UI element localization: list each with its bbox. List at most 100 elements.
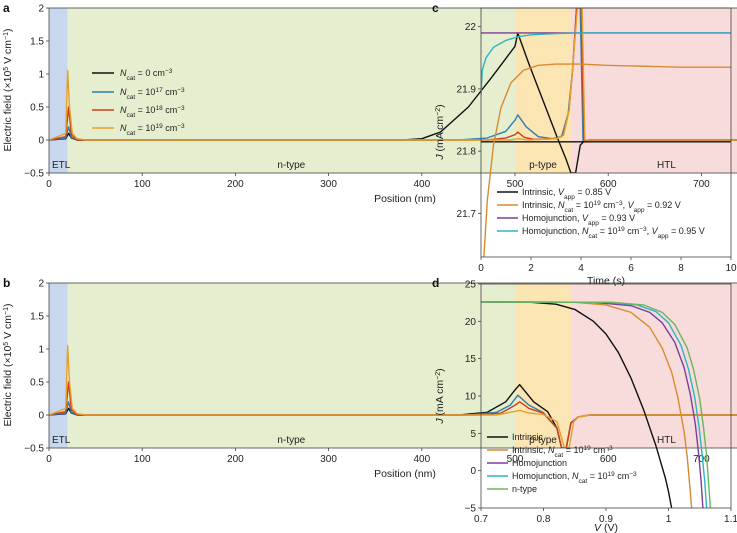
panel-d: d 0.7 0.8 0.9 1 1.1 −5 0 5 10 15 20 25 V (V) J (mA… (432, 276, 737, 533)
region-label-a-4: HTL (657, 160, 676, 171)
x-tick-label-c-4: 6 (628, 263, 634, 274)
series-line-d-1 (481, 301, 673, 508)
x-tick-label-a-6: 500 (507, 179, 524, 190)
y-ticks-c: 21.7 21.8 21.9 22 (457, 22, 481, 220)
y-tick-label-d-6: 20 (465, 317, 477, 328)
panel-b: b ETL n-type p-type HTL 0 100 200 300 400 500 600… (2, 276, 737, 480)
x-tick-label-d-2: 0.8 (537, 514, 551, 525)
legend-label-d-4: Homojunction, Ncat = 1019 cm−3 (512, 471, 637, 485)
x-tick-label-b-4: 300 (320, 454, 337, 465)
x-tick-label-c-6: 10 (725, 263, 737, 274)
region-band-b-3 (515, 283, 571, 448)
series-line-a-3 (49, 8, 737, 143)
series-line-b-3 (49, 381, 737, 448)
x-tick-label-d-1: 0.7 (474, 514, 488, 525)
region-band-b-2 (67, 283, 516, 448)
x-tick-label-a-2: 100 (134, 179, 151, 190)
y-tick-label-a-5: 1.5 (30, 37, 44, 48)
series-line-d-5 (481, 301, 712, 508)
x-tick-label-c-2: 2 (528, 263, 534, 274)
series-line-b-4 (49, 345, 737, 448)
x-axis-label-a: Position (nm) (374, 193, 436, 205)
legend-label-c-2: Intrinsic, Ncat = 1019 cm−3, Vapp = 0.92… (522, 200, 681, 214)
x-tick-label-a-3: 200 (227, 179, 244, 190)
series-line-c-4 (481, 32, 731, 96)
y-ticks-a: −0.5 0 0.5 1 1.5 2 (24, 4, 49, 180)
x-tick-label-a-8: 700 (693, 179, 710, 190)
series-line-d-3 (481, 301, 704, 508)
series-line-d-2 (481, 301, 693, 508)
region-label-b-4: HTL (657, 435, 676, 446)
panel-label-c: c (432, 1, 439, 15)
legend-label-d-2: Intrinsic, Ncat = 1019 cm−3 (512, 445, 613, 459)
region-bands-b (49, 283, 737, 448)
y-tick-label-a-1: −0.5 (24, 169, 44, 180)
y-tick-label-a-2: 0 (38, 136, 44, 147)
y-tick-label-a-6: 2 (38, 4, 44, 15)
x-axis-label-d: V (V) (594, 522, 618, 533)
y-tick-label-d-4: 10 (465, 392, 477, 403)
y-tick-label-b-5: 1.5 (30, 312, 44, 323)
x-axis-label-c: Time (s) (587, 275, 625, 287)
y-axis-label-b: Electric field (×105 V cm−1) (2, 303, 14, 426)
panel-label-b: b (3, 276, 10, 290)
region-label-b-3: p-type (529, 435, 557, 446)
region-label-a-1: ETL (52, 160, 71, 171)
series-line-a-2 (49, 8, 737, 143)
x-tick-label-a-5: 400 (413, 179, 430, 190)
y-ticks-b: −0.5 0 0.5 1 1.5 2 (24, 279, 49, 455)
y-tick-label-c-2: 21.8 (457, 147, 477, 158)
x-tick-label-b-5: 400 (413, 454, 430, 465)
y-tick-label-a-4: 1 (38, 70, 44, 81)
series-group-a (49, 8, 737, 173)
x-tick-label-b-7: 600 (600, 454, 617, 465)
legend-label-c-4: Homojunction, Ncat = 1019 cm−3, Vapp = 0… (522, 226, 705, 240)
legend-label-d-1: Intrinsic (512, 432, 544, 442)
x-tick-label-d-4: 1 (666, 514, 672, 525)
x-axis-label-b: Position (nm) (374, 468, 436, 480)
region-band-b-1 (49, 283, 68, 448)
panel-a: a ETL n-type p-type HTL 0 100 200 300 400 500 600… (2, 1, 737, 205)
plot-frame-b (48, 282, 737, 449)
y-tick-label-b-3: 0.5 (30, 378, 44, 389)
x-tick-label-b-3: 200 (227, 454, 244, 465)
y-axis-label-a: Electric field (×105 V cm−1) (2, 28, 14, 151)
x-tick-label-c-1: 0 (478, 263, 484, 274)
y-tick-label-d-3: 5 (470, 429, 476, 440)
y-tick-label-b-6: 2 (38, 279, 44, 290)
x-tick-label-b-2: 100 (134, 454, 151, 465)
region-labels-b: ETL n-type p-type HTL (52, 435, 676, 446)
legend-label-c-1: Intrinsic, Vapp = 0.85 V (522, 187, 611, 201)
x-ticks-c: 0 2 4 6 8 10 (478, 257, 737, 274)
region-band-a-1 (49, 8, 68, 173)
panel-label-d: d (432, 276, 439, 290)
x-tick-label-c-3: 4 (578, 263, 584, 274)
legend-label-c-3: Homojunction, Vapp = 0.93 V (522, 213, 635, 227)
region-band-a-4 (570, 8, 737, 173)
x-ticks-b: 0 100 200 300 400 500 600 700 (46, 448, 710, 465)
x-tick-label-a-7: 600 (600, 179, 617, 190)
y-tick-label-d-5: 15 (465, 354, 477, 365)
series-group-b (49, 345, 737, 448)
y-tick-label-b-4: 1 (38, 345, 44, 356)
plot-frame-c (480, 7, 732, 258)
region-label-a-3: p-type (529, 160, 557, 171)
region-label-b-2: n-type (277, 435, 305, 446)
x-ticks-d: 0.7 0.8 0.9 1 1.1 (474, 508, 737, 525)
region-band-a-2 (67, 8, 516, 173)
legend-c: Intrinsic, Vapp = 0.85 V Intrinsic, Ncat… (497, 187, 705, 240)
y-tick-label-a-3: 0.5 (30, 103, 44, 114)
x-ticks-a: 0 100 200 300 400 500 600 700 (46, 173, 710, 190)
y-axis-label-c: J (mA cm−2) (434, 104, 446, 160)
y-tick-label-d-1: −5 (465, 504, 477, 515)
legend-label-d-5: n-type (512, 484, 537, 494)
x-tick-label-d-3: 0.9 (599, 514, 613, 525)
x-tick-label-d-5: 1.1 (724, 514, 737, 525)
y-axis-label-d: J (mA cm−2) (434, 368, 446, 424)
x-tick-label-a-4: 300 (320, 179, 337, 190)
series-group-c (481, 32, 731, 257)
y-tick-label-c-3: 21.9 (457, 84, 477, 95)
y-tick-label-b-1: −0.5 (24, 444, 44, 455)
x-tick-label-b-6: 500 (507, 454, 524, 465)
